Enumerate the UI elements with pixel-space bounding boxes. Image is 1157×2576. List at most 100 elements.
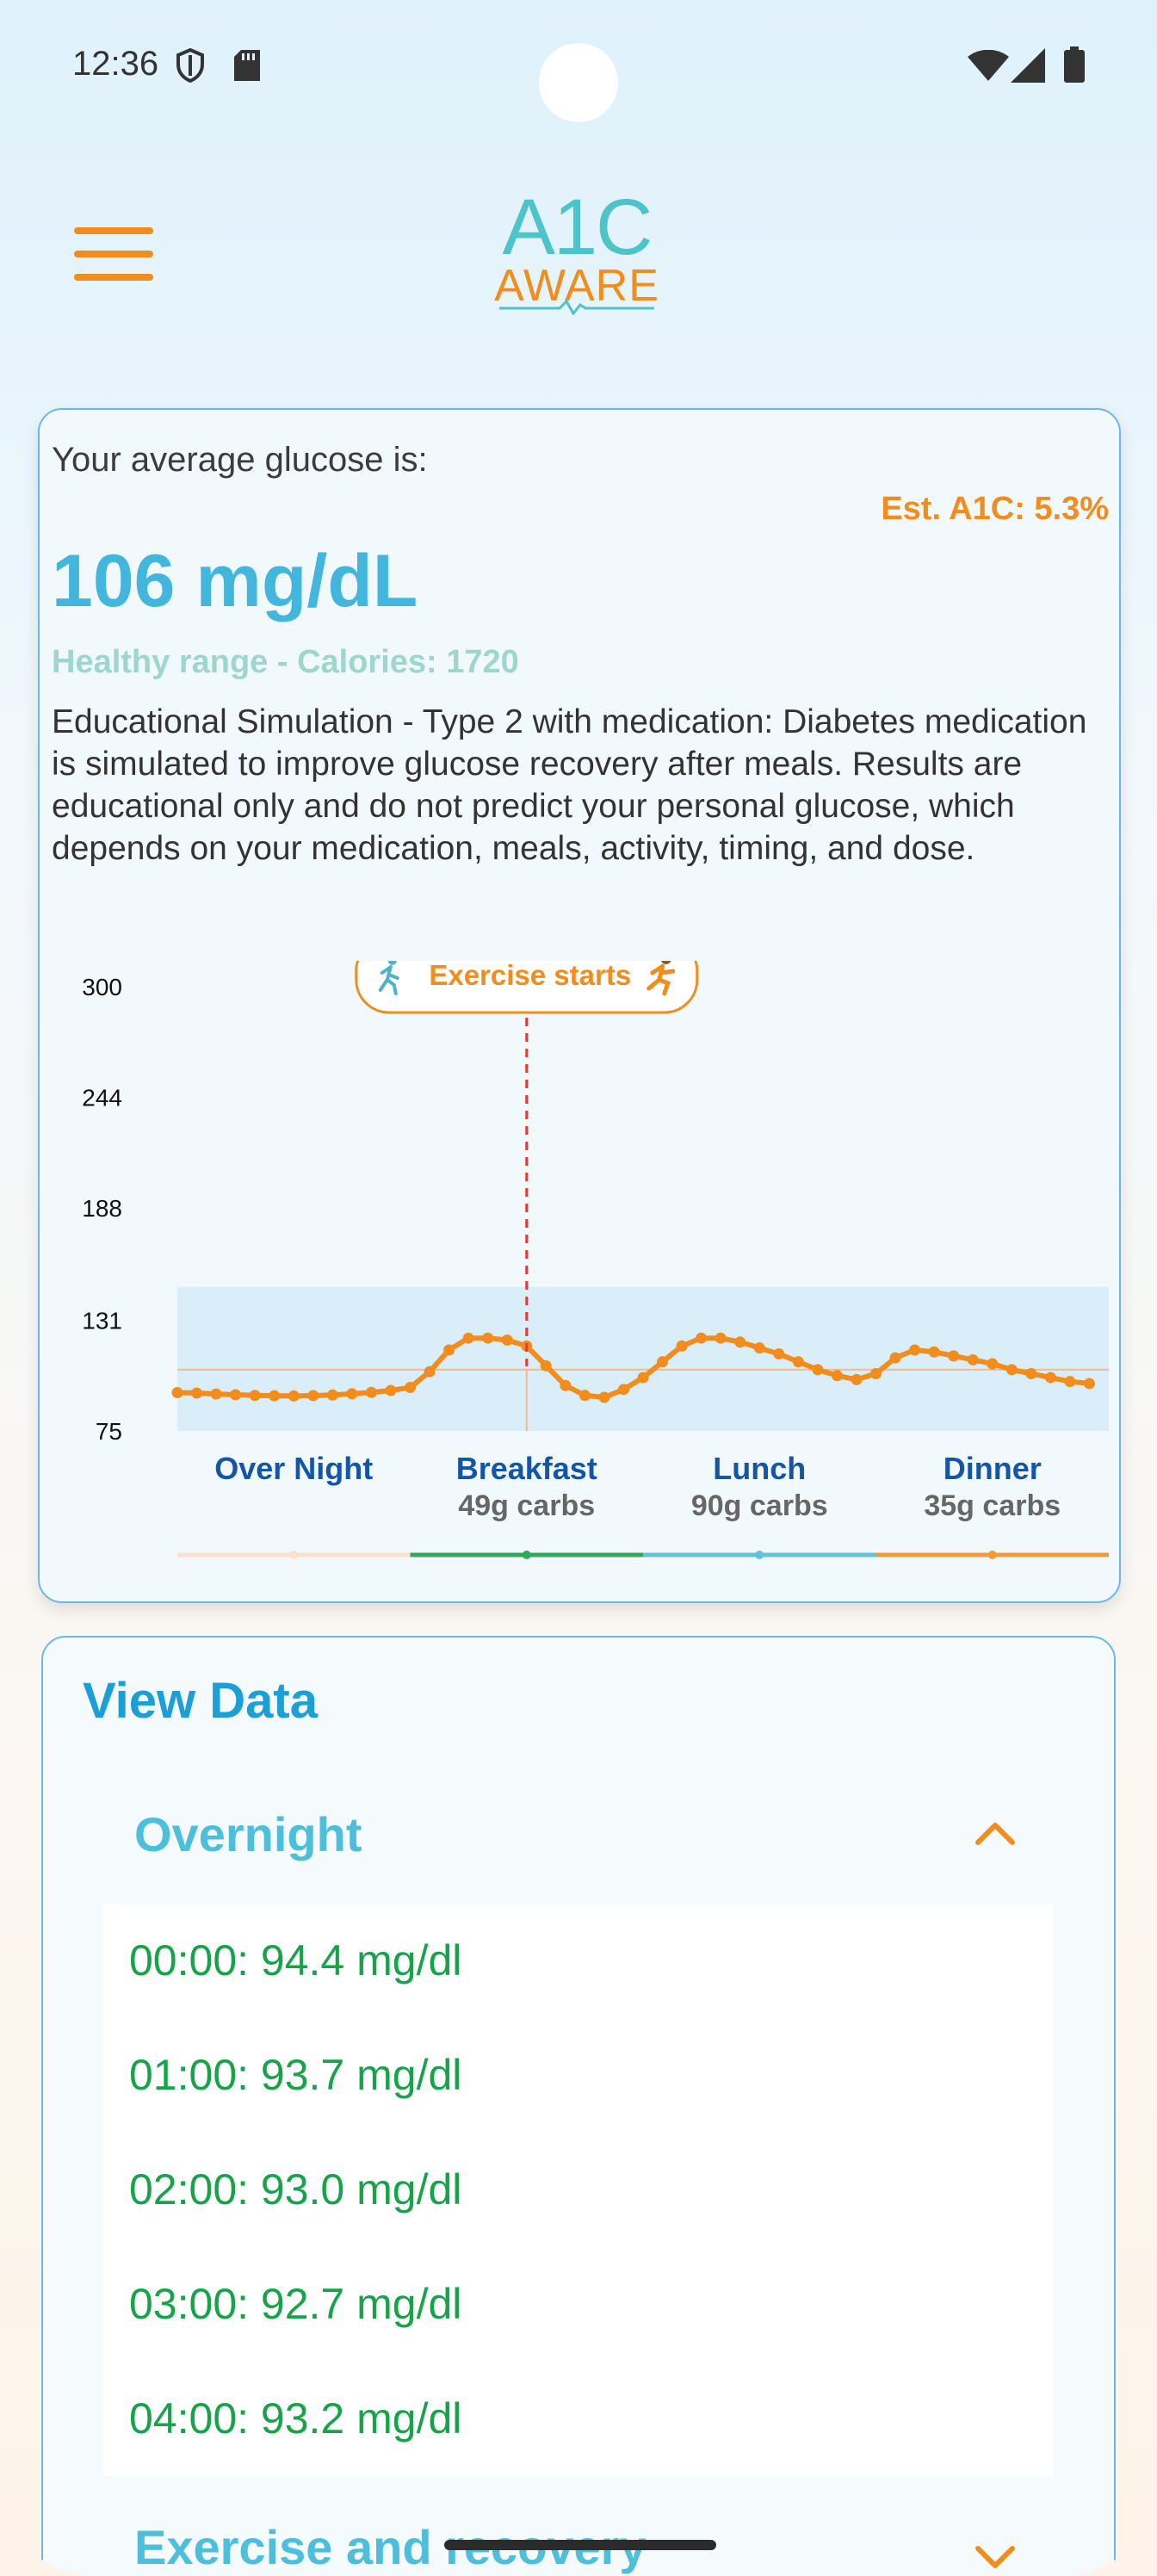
overnight-data-list: 00:00: 94.4 mg/dl 01:00: 93.7 mg/dl 02:0…: [103, 1904, 1054, 2476]
glucose-point: [269, 1390, 281, 1402]
average-label: Your average glucose is:: [52, 441, 428, 479]
glucose-point: [617, 1384, 629, 1396]
list-item: 02:00: 93.0 mg/dl: [129, 2165, 462, 2214]
meal-segment-dot: [755, 1551, 764, 1559]
section-overnight-header[interactable]: Overnight: [95, 1806, 1067, 1875]
app-logo: A1C AWARE: [491, 188, 663, 317]
logo-wave-icon: [499, 299, 654, 315]
meal-segment-dot: [987, 1551, 997, 1559]
glucose-point: [1005, 1364, 1018, 1376]
glucose-point: [851, 1373, 863, 1385]
glucose-point: [812, 1364, 824, 1376]
glucose-point: [501, 1334, 513, 1347]
menu-icon[interactable]: [74, 227, 153, 281]
y-tick-label: 244: [82, 1084, 122, 1111]
simulation-description: Educational Simulation - Type 2 with med…: [52, 703, 1087, 867]
glucose-point: [753, 1342, 765, 1354]
glucose-point: [191, 1387, 203, 1399]
view-data-title: View Data: [83, 1673, 318, 1729]
glucose-point: [598, 1391, 610, 1403]
glucose-point: [773, 1348, 785, 1360]
y-tick-label: 131: [82, 1308, 122, 1334]
signal-icon: [1011, 48, 1045, 83]
meal-carbs-label: 90g carbs: [691, 1489, 828, 1522]
average-glucose-value: 106 mg/dL: [52, 540, 418, 622]
glucose-point: [230, 1389, 242, 1401]
glucose-point: [1083, 1378, 1095, 1390]
glucose-point: [424, 1365, 436, 1378]
glucose-point: [210, 1388, 222, 1400]
section-title-overnight: Overnight: [134, 1807, 362, 1861]
battery-icon: [1064, 46, 1085, 83]
glucose-point: [1044, 1372, 1056, 1384]
glucose-point: [560, 1379, 572, 1391]
glucose-point: [462, 1332, 474, 1344]
glucose-point: [307, 1390, 319, 1402]
running-icon: [647, 961, 676, 996]
glucose-point: [657, 1356, 669, 1368]
glucose-point: [288, 1390, 300, 1402]
meal-label-breakfast: Breakfast: [456, 1451, 597, 1486]
glucose-point: [715, 1332, 727, 1344]
x-tick-label: 12AM: [174, 961, 237, 963]
glucose-point: [792, 1356, 804, 1368]
glucose-point: [385, 1384, 397, 1396]
wifi-icon: [968, 50, 1009, 81]
glucose-point: [676, 1340, 688, 1352]
y-tick-label: 75: [96, 1418, 122, 1445]
list-item: 04:00: 93.2 mg/dl: [129, 2394, 462, 2443]
meal-label-over-night: Over Night: [214, 1451, 373, 1486]
glucose-point: [734, 1336, 746, 1348]
list-item: 01:00: 93.7 mg/dl: [129, 2051, 462, 2099]
glucose-point: [405, 1382, 416, 1394]
logo-aware: AWARE: [494, 261, 659, 311]
est-a1c: Est. A1C: 5.3%: [881, 491, 1109, 527]
glucose-point: [1025, 1367, 1037, 1379]
view-data-card: View Data Overnight 00:00: 94.4 mg/dl 01…: [41, 1636, 1116, 2576]
chevron-down-icon[interactable]: [974, 2543, 1016, 2569]
glucose-point: [928, 1346, 940, 1358]
logo-a1c: A1C: [502, 183, 653, 271]
x-tick-label: 12AM: [1080, 961, 1142, 963]
glucose-point: [249, 1390, 261, 1402]
status-time: 12:36: [72, 45, 159, 83]
meal-segment-dot: [289, 1551, 299, 1559]
glucose-point: [1064, 1376, 1076, 1388]
glucose-point: [346, 1388, 358, 1400]
exercise-annotation-text: Exercise starts: [429, 961, 631, 991]
meal-label-lunch: Lunch: [713, 1451, 806, 1486]
glucose-point: [578, 1390, 591, 1402]
y-tick-label: 188: [82, 1195, 122, 1222]
y-tick-label: 300: [82, 974, 122, 1000]
list-item: 00:00: 94.4 mg/dl: [129, 1936, 462, 1985]
meal-label-dinner: Dinner: [944, 1451, 1042, 1486]
list-item: 03:00: 92.7 mg/dl: [129, 2280, 462, 2328]
glucose-point: [909, 1344, 921, 1356]
glucose-point: [443, 1344, 455, 1356]
exercise-annotation-box: [355, 961, 699, 1014]
glucose-point: [889, 1352, 901, 1364]
meal-carbs-label: 49g carbs: [458, 1489, 595, 1522]
sd-card-icon: [234, 50, 260, 81]
x-tick-label: 6PM: [851, 961, 901, 963]
glucose-point: [987, 1358, 999, 1370]
shield-icon: [176, 48, 204, 83]
glucose-point: [948, 1350, 960, 1362]
glucose-point: [365, 1386, 377, 1398]
status-bar: 12:36: [0, 0, 1157, 138]
glucose-point: [831, 1370, 843, 1382]
meal-segment-dot: [522, 1551, 531, 1559]
glucose-point: [540, 1359, 552, 1372]
home-gesture-bar[interactable]: [444, 2540, 716, 2550]
walking-icon: [378, 961, 399, 995]
glucose-point: [326, 1389, 338, 1401]
glucose-point: [171, 1387, 183, 1399]
chevron-up-icon[interactable]: [974, 1820, 1016, 1846]
glucose-summary-card: Your average glucose is: Est. A1C: 5.3% …: [38, 408, 1142, 1603]
healthy-range-label: Healthy range - Calories: 1720: [52, 644, 519, 680]
glucose-point: [967, 1353, 979, 1365]
glucose-point: [870, 1367, 882, 1379]
meal-carbs-label: 35g carbs: [924, 1489, 1061, 1522]
